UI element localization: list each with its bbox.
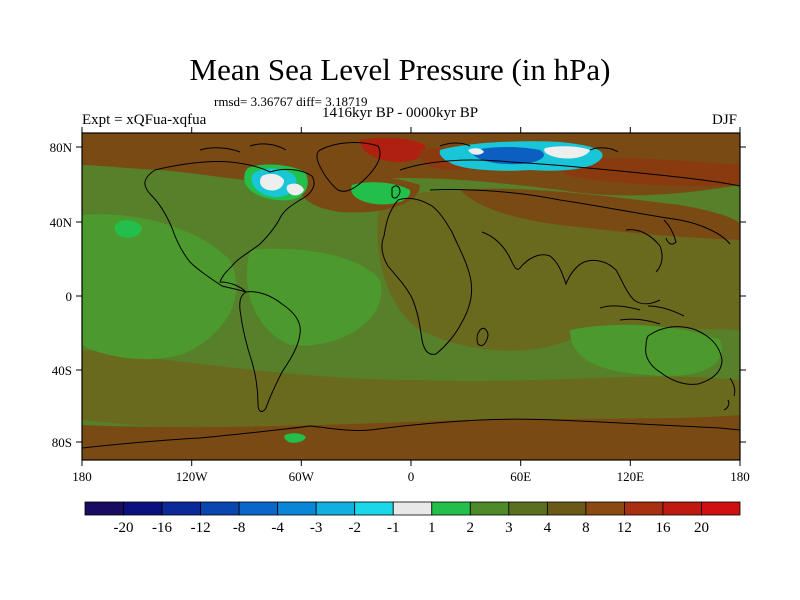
lon-label: 180 (72, 469, 92, 484)
lat-label: 80N (50, 140, 73, 155)
period-label: 1416kyr BP - 0000kyr BP (322, 105, 479, 121)
lon-label: 60W (289, 469, 315, 484)
colorbar-label: -12 (190, 520, 211, 536)
colorbar-label: 1 (428, 520, 436, 536)
colorbar-swatch (662, 501, 702, 516)
colorbar-swatch (585, 501, 625, 516)
colorbar-swatch (624, 501, 664, 516)
coast-greenland (316, 142, 381, 192)
field-brightgreen-pacific (114, 220, 142, 238)
colorbar-label: -2 (348, 520, 361, 536)
field-brightgreen-atlantic (351, 182, 411, 205)
colorbar-label: -1 (386, 520, 400, 536)
colorbar-label: -4 (271, 520, 284, 536)
field-white-barents-2 (468, 148, 484, 155)
coast-south-america (239, 291, 301, 412)
coastlines (82, 142, 740, 449)
stats-text: rmsd= 3.36767 diff= 3.18719 (214, 94, 368, 109)
colorbar-swatch (84, 501, 124, 516)
colorbar-swatch (277, 501, 317, 516)
colorbar-swatch (546, 501, 587, 516)
lon-label: 0 (408, 469, 415, 484)
colorbar-swatch (431, 501, 471, 516)
field-brightgreen-antarctic (284, 433, 306, 443)
colorbar-label: 8 (582, 520, 590, 536)
coast-madagascar (476, 327, 489, 347)
colorbar-swatch (200, 501, 240, 516)
field-brown-southern (82, 415, 740, 460)
colorbar-label: 20 (693, 520, 709, 536)
lon-label: 60E (510, 469, 531, 484)
colorbar-swatch (161, 501, 201, 516)
coast-eurasia (399, 159, 740, 245)
coast-uk (391, 185, 401, 199)
colorbar-swatch (123, 501, 163, 516)
coast-antarctica (82, 418, 740, 449)
colorbar-label: -3 (309, 520, 323, 536)
lon-label: 120E (617, 469, 645, 484)
colorbar-swatch (392, 501, 433, 516)
field-red-greenland (360, 137, 426, 163)
colorbar-swatch (354, 501, 394, 516)
latitude-axis: 80N 40N 0 40S 80S (50, 140, 746, 450)
lat-label: 40N (50, 215, 73, 230)
coast-north-america (144, 161, 315, 293)
field-green-atlantic (246, 248, 382, 346)
colorbar-label: 16 (655, 520, 671, 536)
colorbar-swatch (508, 501, 548, 516)
colorbar-label: -8 (232, 520, 246, 536)
colorbar-swatch (469, 501, 510, 516)
field-white-canada (260, 173, 284, 191)
coast-australia (645, 326, 723, 385)
colorbar-label: 4 (543, 520, 552, 536)
lon-label: 120W (176, 469, 209, 484)
field-green-pacific (82, 214, 237, 360)
colorbar-swatch (701, 501, 741, 516)
lat-label: 80S (52, 435, 72, 450)
lat-label: 0 (66, 289, 73, 304)
coast-arabia-india (481, 231, 585, 286)
colorbar-swatch (238, 501, 279, 516)
field-olive-south (82, 350, 740, 440)
longitude-axis: 180 120W 60W 0 60E 120E 180 (72, 127, 750, 484)
coast-europe-africa (381, 197, 473, 355)
map-field (82, 133, 740, 460)
coast-new-zealand (723, 377, 736, 411)
colorbar-label: -16 (152, 520, 173, 536)
colorbar-label: 12 (616, 520, 632, 536)
experiment-label: Expt = xQFua-xqfua (82, 112, 207, 128)
field-white-canada-2 (286, 183, 304, 196)
colorbar-label: 3 (505, 520, 513, 536)
coast-japan (663, 219, 677, 245)
field-white-barents (544, 146, 590, 159)
colorbar-label: 2 (466, 520, 475, 536)
chart-title: Mean Sea Level Pressure (in hPa) (189, 52, 611, 87)
season-label: DJF (712, 112, 738, 128)
lon-label: 180 (730, 469, 750, 484)
field-blue-barents (473, 147, 544, 165)
coast-southeast-asia (583, 229, 663, 305)
colorbar-swatch (315, 501, 356, 516)
coast-arctic-islands (199, 142, 619, 153)
colorbar-label: -20 (113, 520, 134, 536)
coast-indonesia (599, 305, 685, 325)
lat-label: 40S (52, 363, 72, 378)
